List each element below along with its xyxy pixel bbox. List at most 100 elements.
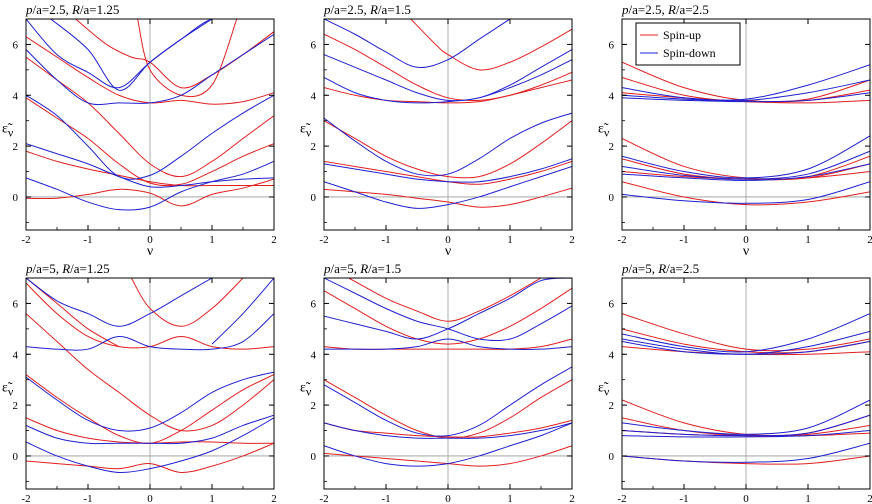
legend-box xyxy=(635,22,741,66)
legend: Spin-up Spin-down xyxy=(635,22,741,66)
spin-up-curve-6 xyxy=(410,19,572,71)
spin-up-curve-4 xyxy=(324,79,572,104)
x-tick-label: -2 xyxy=(617,493,626,504)
y-tick-label: 4 xyxy=(609,90,615,102)
x-tick-label: 1 xyxy=(805,234,811,246)
spin-up-curve-1 xyxy=(26,150,274,187)
x-tick-label: 2 xyxy=(867,234,872,246)
spin-down-curve-3 xyxy=(26,94,274,180)
x-tick-label: 2 xyxy=(271,493,277,504)
spin-down-curve-4 xyxy=(622,399,870,435)
y-tick-label: 6 xyxy=(311,39,317,51)
panel-title: p/a=5, R/a=2.5 xyxy=(621,261,699,276)
x-tick-label: -2 xyxy=(21,493,30,504)
y-tick-label: 2 xyxy=(311,141,317,153)
spin-up-curve-6 xyxy=(348,278,542,322)
x-tick-label: -1 xyxy=(679,234,688,246)
spin-down-curve-3 xyxy=(622,414,870,437)
spin-down-curve-1 xyxy=(622,442,870,463)
legend-label-spin-down: Spin-down xyxy=(663,46,716,60)
spin-down-curve-3 xyxy=(324,366,572,437)
x-tick-label: 0 xyxy=(445,234,451,246)
spin-down-curve-5 xyxy=(26,19,243,89)
y-axis-label: ε̃ν xyxy=(598,122,610,140)
y-tick-label: 4 xyxy=(609,349,615,361)
spin-down-curve-4 xyxy=(324,338,572,350)
spin-up-curve-1 xyxy=(622,181,870,206)
x-tick-label: 1 xyxy=(805,493,811,504)
x-tick-label: -1 xyxy=(679,493,688,504)
panel-2: -2 -1 0 1 2 0 2 4 6 ν ε̃ν p/a=2.5, R/a=1.5 xyxy=(300,2,575,259)
panel-1: -2 -1 0 1 2 0 2 4 6 ν ε̃ν p/a=2.5, R/a=1.25 xyxy=(2,2,277,259)
y-tick-label: 6 xyxy=(13,39,19,51)
curves xyxy=(324,278,572,467)
spin-down-curve-6 xyxy=(622,79,870,102)
x-axis-label: ν xyxy=(743,244,749,259)
spin-down-curve-6 xyxy=(324,278,572,342)
spin-up-curve-1 xyxy=(26,442,274,473)
panel-title: p/a=2.5, R/a=1.25 xyxy=(25,2,119,17)
spin-up-curve-7 xyxy=(137,19,238,98)
x-tick-label: -1 xyxy=(83,493,92,504)
x-tick-label: -1 xyxy=(381,234,390,246)
y-tick-label: 0 xyxy=(13,192,19,204)
curves xyxy=(26,19,274,211)
y-tick-label: 2 xyxy=(311,400,317,412)
spin-down-curve-1 xyxy=(26,160,274,211)
spin-up-curve-7 xyxy=(622,313,870,352)
spin-up-curve-5 xyxy=(324,287,572,345)
spin-down-curve-2 xyxy=(622,163,870,181)
spin-down-curve-5 xyxy=(26,278,213,327)
spin-up-curve-5 xyxy=(324,33,572,101)
panel-title: p/a=2.5, R/a=1.5 xyxy=(323,2,411,17)
spin-down-curve-1 xyxy=(324,422,572,467)
x-tick-label: 0 xyxy=(147,234,153,246)
spin-down-curve-1 xyxy=(622,181,870,204)
spin-down-curve-6 xyxy=(50,19,213,91)
curves xyxy=(324,19,572,209)
spin-down-curve-3 xyxy=(26,371,274,432)
x-tick-label: -1 xyxy=(381,493,390,504)
spin-down-curve-4 xyxy=(622,135,870,179)
panel-title: p/a=2.5, R/a=2.5 xyxy=(621,2,709,17)
y-tick-label: 4 xyxy=(13,90,19,102)
y-tick-label: 6 xyxy=(609,39,615,51)
x-tick-label: 0 xyxy=(743,234,749,246)
spin-down-curve-6 xyxy=(211,278,274,345)
y-axis-label: ε̃ν xyxy=(300,122,312,140)
spin-down-curve-7 xyxy=(622,313,870,353)
x-tick-label: 0 xyxy=(743,493,749,504)
spin-down-curve-7 xyxy=(622,64,870,101)
curves xyxy=(622,61,870,206)
x-tick-label: -2 xyxy=(617,234,626,246)
spin-down-curve-3 xyxy=(622,150,870,180)
x-tick-label: -2 xyxy=(21,234,30,246)
spin-down-curve-1 xyxy=(26,417,274,474)
spin-down-curve-1 xyxy=(324,165,572,209)
curves xyxy=(26,278,274,474)
y-axis-label: ε̃ν xyxy=(300,381,312,399)
x-axis-label: ν xyxy=(147,244,153,259)
y-tick-label: 4 xyxy=(311,349,317,361)
x-tick-label: 1 xyxy=(507,493,513,504)
spin-up-curve-3 xyxy=(324,120,572,179)
x-tick-label: 2 xyxy=(569,234,575,246)
curves xyxy=(622,313,870,465)
spin-down-curve-3 xyxy=(324,112,572,177)
y-tick-label: 2 xyxy=(609,400,615,412)
legend-label-spin-up: Spin-up xyxy=(663,28,701,42)
spin-down-curve-6 xyxy=(324,19,511,69)
x-tick-label: -1 xyxy=(83,234,92,246)
y-tick-label: 6 xyxy=(609,298,615,310)
y-tick-label: 2 xyxy=(13,400,19,412)
panel-title: p/a=5, R/a=1.5 xyxy=(323,261,401,276)
y-axis-label: ε̃ν xyxy=(2,122,14,140)
y-tick-label: 0 xyxy=(13,451,19,463)
spin-down-curve-2 xyxy=(26,414,274,445)
x-tick-label: 1 xyxy=(209,493,215,504)
y-axis-label: ε̃ν xyxy=(598,381,610,399)
